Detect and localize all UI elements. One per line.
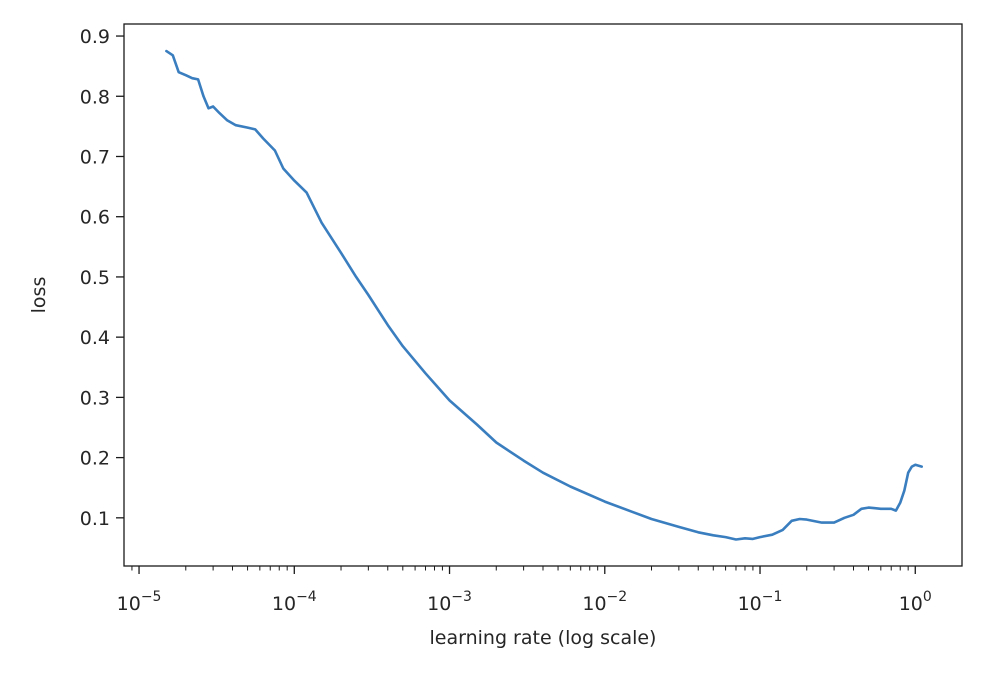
- y-tick-label: 0.1: [80, 508, 110, 530]
- loss-curve-line: [165, 49, 923, 541]
- x-tick-label: 10−3: [427, 589, 472, 615]
- x-tick-label: 10−5: [117, 589, 162, 615]
- plot-frame: [123, 23, 963, 567]
- y-tick-label: 0.5: [80, 267, 110, 289]
- y-tick-label: 0.3: [80, 387, 110, 409]
- y-tick-label: 0.2: [80, 448, 110, 470]
- x-tick-label: 10−1: [738, 589, 783, 615]
- y-tick-label: 0.8: [80, 86, 110, 108]
- x-axis-ticks: 10−5 10−4 10−3 10−2 10−1 100: [117, 566, 932, 615]
- x-tick-label: 100: [899, 589, 932, 615]
- y-tick-label: 0.9: [80, 26, 110, 48]
- y-axis-label: loss: [28, 277, 50, 314]
- y-tick-label: 0.7: [80, 146, 110, 168]
- x-tick-label: 10−4: [272, 589, 317, 615]
- y-tick-label: 0.6: [80, 207, 110, 229]
- y-tick-label: 0.4: [80, 327, 110, 349]
- x-axis-label: learning rate (log scale): [430, 627, 657, 649]
- x-tick-label: 10−2: [582, 589, 627, 615]
- y-axis-ticks: 0.1 0.2 0.3 0.4 0.5 0.6 0.7 0.8 0.9: [80, 26, 124, 530]
